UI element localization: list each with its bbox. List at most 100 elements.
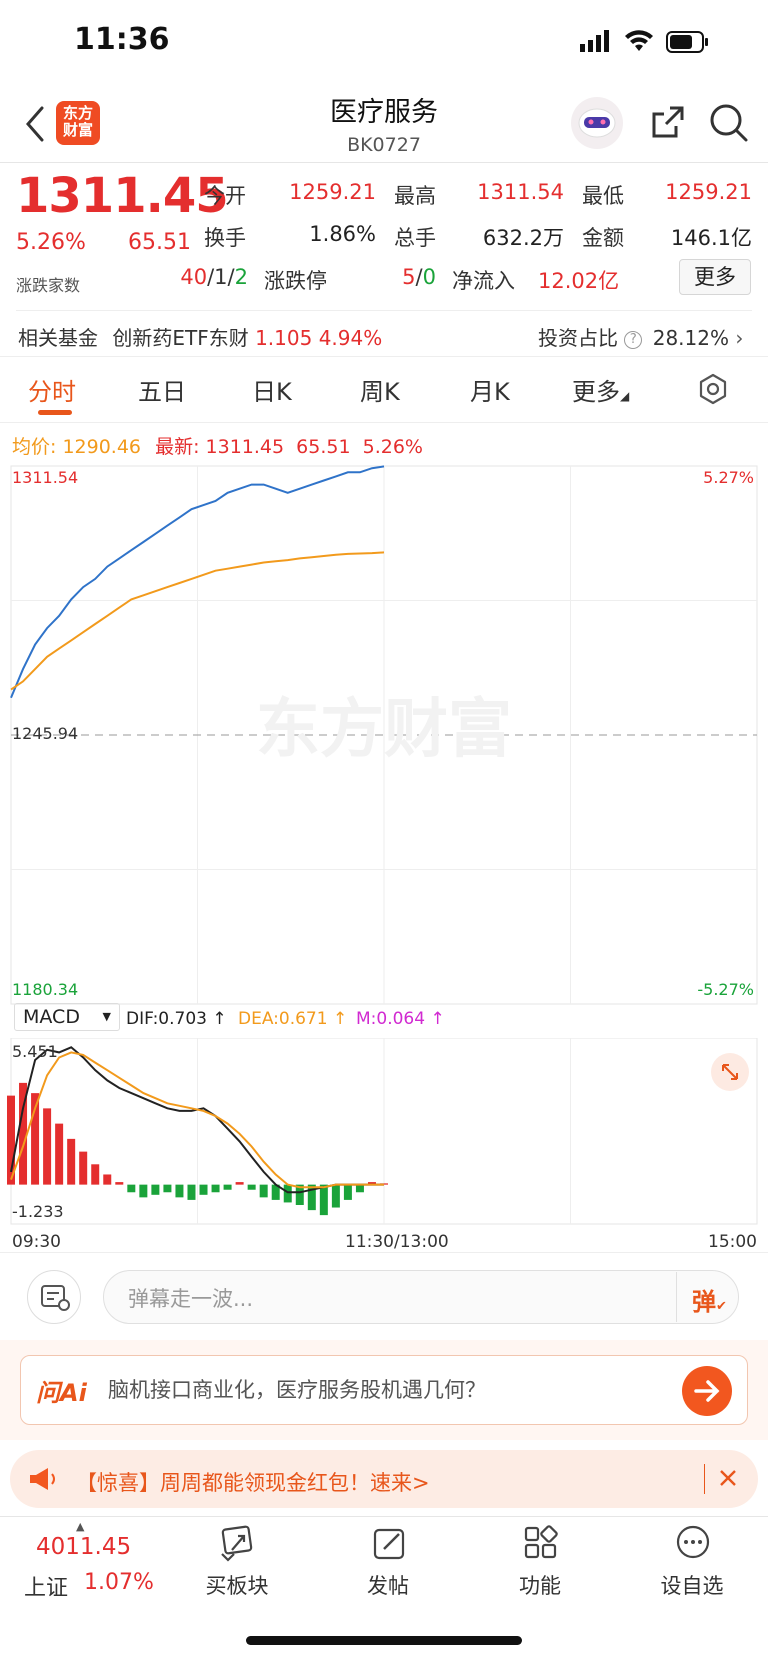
promo-banner[interactable]: [10, 1450, 758, 1508]
page-title: 医疗服务: [330, 97, 438, 128]
ratio-value: 28.12%: [652, 326, 729, 350]
amount-value: 146.1亿: [670, 226, 752, 250]
function-icon: [524, 1525, 558, 1559]
help-icon[interactable]: ?: [624, 330, 643, 349]
share-icon[interactable]: [648, 102, 688, 146]
intraday-chart[interactable]: 东方财富: [0, 460, 768, 1006]
volume-label: 总手: [394, 226, 436, 250]
add-watchlist-icon: [676, 1525, 710, 1559]
index-value: 4011.45: [36, 1534, 132, 1560]
limit-label: 涨跌停: [264, 269, 327, 293]
high-label: 最高: [394, 184, 436, 208]
battery-icon: [666, 31, 710, 57]
avg-value: 1290.46: [62, 436, 142, 458]
open-label: 今开: [204, 184, 246, 208]
series-line-0: [10, 465, 385, 699]
danmu-input[interactable]: [103, 1270, 739, 1324]
invest-ratio-row[interactable]: 投资占比 ? 28.12% ›: [538, 322, 743, 351]
macd-min-label: -1.233: [12, 1202, 64, 1221]
tab-more[interactable]: 更多◢: [572, 378, 630, 406]
buy-sector-icon: [221, 1525, 253, 1562]
expand-icon[interactable]: [711, 1053, 749, 1091]
danmu-settings-icon[interactable]: [27, 1270, 81, 1324]
fund-price: 1.105: [255, 326, 313, 350]
tab-daily-k[interactable]: 日K: [252, 378, 292, 406]
tab-intraday[interactable]: 分时: [28, 378, 76, 406]
volume-value: 632.2万: [482, 226, 564, 250]
y-base-label: 1245.94: [12, 724, 79, 743]
promo-text: 【惊喜】周周都能领现金红包！速来>: [76, 1471, 430, 1495]
macd-dif: DIF:0.703 ↑: [126, 1009, 227, 1029]
nav-buy-sector-label: 买板块: [205, 1574, 269, 1598]
x-label-close: 15:00: [708, 1232, 757, 1252]
wifi-icon: [624, 29, 654, 57]
low-value: 1259.21: [665, 180, 752, 204]
ai-logo: 问Ai: [36, 1379, 87, 1407]
y-right-min-label: -5.27%: [697, 980, 754, 999]
robot-assistant-icon[interactable]: [570, 96, 624, 154]
fund-label: 相关基金: [18, 326, 98, 350]
home-indicator: [246, 1636, 522, 1645]
status-time: 11:36: [74, 22, 170, 57]
chart-info: 均价: 1290.46 最新: 1311.45 65.51 5.26%: [12, 432, 423, 459]
back-icon[interactable]: [22, 104, 46, 148]
tab-weekly-k[interactable]: 周K: [360, 378, 400, 406]
macd-dea: DEA:0.671 ↑: [238, 1009, 348, 1029]
y-min-label: 1180.34: [12, 980, 79, 999]
high-value: 1311.54: [477, 180, 564, 204]
fund-name: 创新药ETF东财: [112, 326, 249, 350]
close-icon[interactable]: [716, 1466, 740, 1494]
signal-icon: [580, 30, 612, 56]
macd-m: M:0.064 ↑: [356, 1009, 445, 1029]
post-icon: [373, 1528, 405, 1560]
tab-underline: [38, 410, 72, 415]
arrow-right-icon[interactable]: [682, 1366, 732, 1416]
danmu-send-button[interactable]: 弹✔: [692, 1288, 727, 1316]
turnover-value: 1.86%: [309, 222, 376, 246]
nav-add-watchlist-label: 设自选: [660, 1574, 724, 1598]
nav-post[interactable]: 发帖: [338, 1524, 438, 1600]
limit-values: 5/0: [402, 265, 436, 289]
index-ticker[interactable]: ▲ 4011.45 上证 1.07%: [20, 1520, 160, 1601]
macd-max-label: 5.451: [12, 1042, 58, 1061]
tab-five-day[interactable]: 五日: [138, 378, 186, 406]
more-button[interactable]: 更多: [679, 259, 751, 295]
inflow-label: 净流入: [452, 269, 515, 293]
macd-dea-line: [10, 1051, 384, 1189]
fund-pct: 4.94%: [318, 326, 383, 350]
open-value: 1259.21: [289, 180, 376, 204]
amount-label: 金额: [582, 226, 624, 250]
last-label: 最新:: [155, 436, 200, 458]
macd-chart[interactable]: [0, 1038, 768, 1228]
watermark: 东方财富: [256, 693, 512, 767]
index-name: 上证: [24, 1576, 69, 1601]
ai-question: 脑机接口商业化，医疗服务股机遇几何？: [108, 1378, 486, 1402]
last-change: 65.51: [296, 436, 351, 458]
related-fund-row[interactable]: 相关基金 创新药ETF东财 1.105 4.94%: [18, 322, 382, 351]
tab-monthly-k[interactable]: 月K: [470, 378, 510, 406]
nav-add-watchlist[interactable]: 设自选: [642, 1524, 742, 1600]
danmu-placeholder: 弹幕走一波...: [128, 1287, 254, 1311]
avg-label: 均价:: [12, 436, 57, 458]
nav-buy-sector[interactable]: 买板块: [187, 1524, 287, 1600]
change-pct: 5.26%: [16, 230, 86, 255]
nav-function[interactable]: 功能: [490, 1524, 590, 1600]
index-pct: 1.07%: [84, 1570, 154, 1595]
change-value: 65.51: [128, 230, 191, 255]
search-icon[interactable]: [708, 102, 750, 148]
check-icon: ✔: [716, 1299, 727, 1314]
last-value: 1311.45: [205, 436, 285, 458]
megaphone-icon: [28, 1466, 58, 1496]
nav-function-label: 功能: [519, 1574, 561, 1598]
last-pct: 5.26%: [362, 436, 423, 458]
inflow-value: 12.02亿: [538, 269, 620, 293]
chevron-right-icon: ›: [735, 326, 744, 350]
x-label-open: 09:30: [12, 1232, 61, 1252]
low-label: 最低: [582, 184, 624, 208]
caret-up-icon: ▲: [76, 1520, 85, 1533]
macd-selector[interactable]: MACD ▼: [14, 1003, 120, 1031]
ai-question-card[interactable]: [20, 1355, 748, 1425]
settings-icon[interactable]: [697, 373, 729, 409]
turnover-label: 换手: [204, 226, 246, 250]
nav-post-label: 发帖: [367, 1574, 409, 1598]
